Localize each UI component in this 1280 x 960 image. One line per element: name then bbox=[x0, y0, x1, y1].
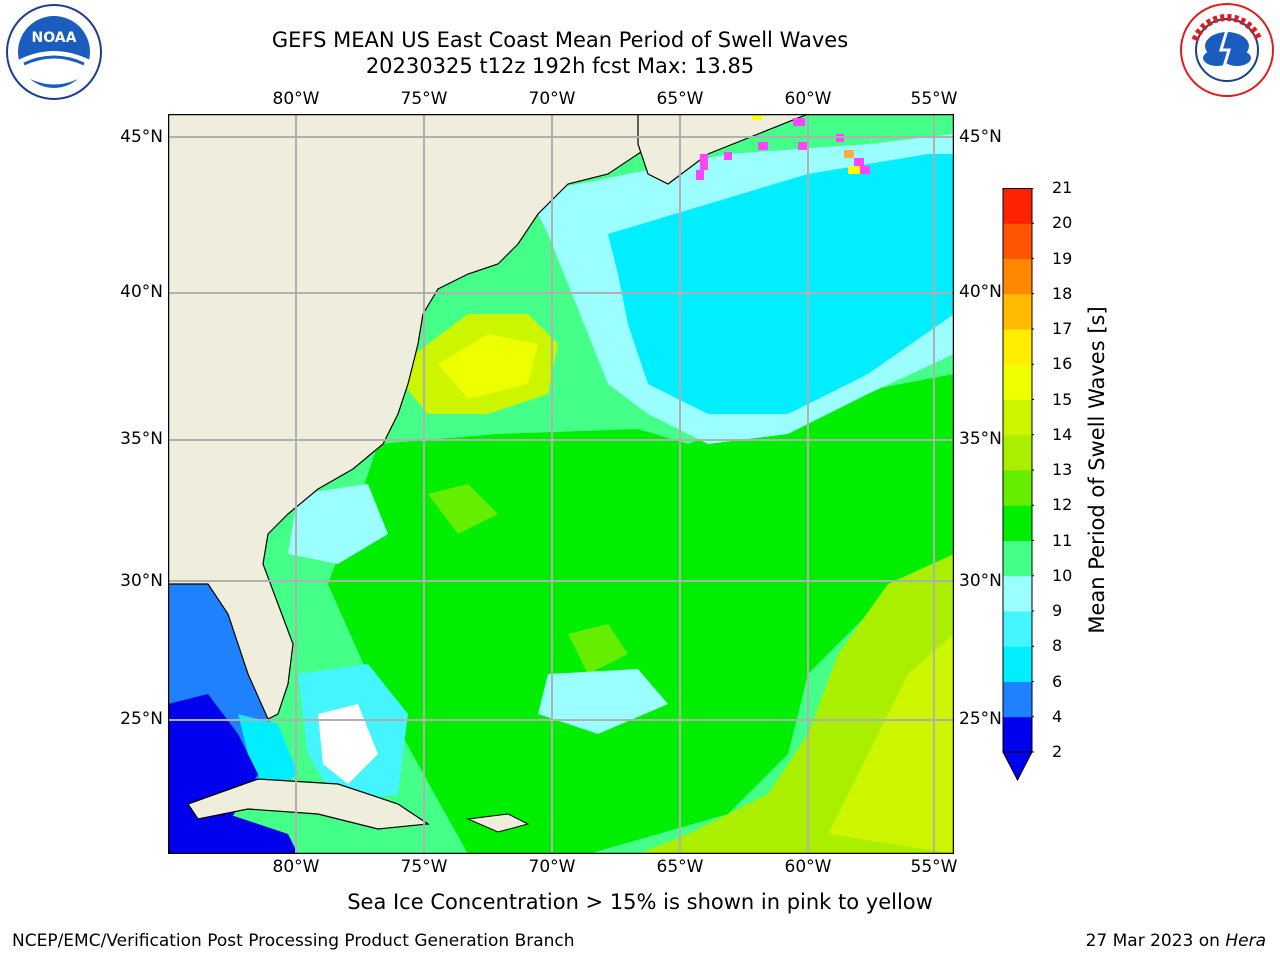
lon-tick-bottom: 75°W bbox=[400, 857, 448, 877]
colorbar-tick-label: 12 bbox=[1052, 495, 1073, 515]
colorbar-band bbox=[1003, 611, 1032, 647]
lon-tick-top: 60°W bbox=[784, 89, 832, 109]
colorbar-tick-label: 10 bbox=[1052, 565, 1073, 585]
lon-tick-bottom: 70°W bbox=[528, 857, 576, 877]
svg-text:NOAA: NOAA bbox=[32, 30, 77, 46]
chart-title: GEFS MEAN US East Coast Mean Period of S… bbox=[271, 28, 849, 52]
lat-tick-right: 30°N bbox=[959, 571, 1002, 591]
colorbar-tick-label: 2 bbox=[1052, 742, 1063, 761]
swell-zone-6s bbox=[608, 154, 954, 414]
colorbar-band bbox=[1003, 258, 1032, 295]
colorbar-band bbox=[1003, 364, 1032, 400]
chart-subtitle: 20230325 t12z 192h fcst Max: 13.85 bbox=[365, 54, 755, 78]
colorbar-band bbox=[1003, 223, 1032, 259]
colorbar-band bbox=[1003, 505, 1032, 541]
lon-tick-bottom: 55°W bbox=[910, 857, 958, 877]
noaa-logo: NOAA bbox=[4, 2, 104, 106]
colorbar-tick-label: 13 bbox=[1052, 460, 1073, 479]
lon-tick-top: 80°W bbox=[272, 89, 320, 109]
colorbar-band bbox=[1003, 540, 1032, 577]
lat-tick-left: 40°N bbox=[120, 282, 163, 302]
sea-ice-caption: Sea Ice Concentration > 15% is shown in … bbox=[347, 890, 933, 914]
colorbar-band bbox=[1003, 470, 1032, 506]
colorbar-tick-label: 21 bbox=[1052, 178, 1073, 197]
colorbar-tick-label: 14 bbox=[1052, 424, 1073, 444]
colorbar bbox=[1002, 187, 1034, 792]
colorbar-band bbox=[1003, 646, 1032, 682]
lat-tick-left: 30°N bbox=[120, 571, 163, 591]
lon-tick-top: 75°W bbox=[400, 89, 448, 109]
colorbar-band bbox=[1003, 329, 1032, 365]
graticule bbox=[168, 114, 954, 854]
colorbar-band bbox=[1003, 399, 1032, 436]
colorbar-tick-label: 20 bbox=[1052, 213, 1073, 233]
lat-tick-right: 25°N bbox=[959, 709, 1002, 729]
nws-logo bbox=[1175, 0, 1279, 104]
colorbar-tick-label: 19 bbox=[1052, 248, 1073, 268]
colorbar-tick-label: 16 bbox=[1052, 354, 1073, 374]
colorbar-band bbox=[1003, 188, 1032, 224]
footer-host: Hera bbox=[1225, 931, 1266, 951]
lon-tick-top: 65°W bbox=[656, 89, 704, 109]
swell-period-map bbox=[168, 114, 954, 854]
colorbar-tick-label: 11 bbox=[1052, 530, 1073, 550]
colorbar-tick-label: 18 bbox=[1052, 283, 1073, 303]
footer-date-text: 27 Mar 2023 on bbox=[1085, 931, 1220, 951]
colorbar-band bbox=[1003, 716, 1032, 753]
lat-tick-right: 40°N bbox=[959, 282, 1002, 302]
colorbar-tick-label: 6 bbox=[1052, 671, 1063, 691]
lon-tick-top: 70°W bbox=[528, 89, 576, 109]
footer-date: 27 Mar 2023 on Hera bbox=[1086, 931, 1266, 951]
lat-tick-left: 45°N bbox=[120, 127, 163, 147]
colorbar-band bbox=[1003, 681, 1032, 718]
colorbar-tick-label: 9 bbox=[1052, 601, 1063, 620]
colorbar-band bbox=[1003, 575, 1032, 612]
colorbar-extend-arrow bbox=[1002, 751, 1033, 782]
lon-tick-bottom: 80°W bbox=[272, 857, 320, 877]
colorbar-band bbox=[1003, 434, 1032, 471]
footer-branch: NCEP/EMC/Verification Post Processing Pr… bbox=[12, 931, 575, 951]
colorbar-title: Mean Period of Swell Waves [s] bbox=[1085, 306, 1109, 634]
lat-tick-right: 45°N bbox=[959, 127, 1002, 147]
colorbar-tick-label: 8 bbox=[1052, 636, 1063, 656]
colorbar-tick-label: 15 bbox=[1052, 389, 1073, 409]
lon-tick-bottom: 60°W bbox=[784, 857, 832, 877]
lat-tick-right: 35°N bbox=[959, 429, 1002, 449]
lon-tick-top: 55°W bbox=[910, 89, 958, 109]
lon-tick-bottom: 65°W bbox=[656, 857, 704, 877]
colorbar-band bbox=[1003, 293, 1032, 330]
land-cuba bbox=[187, 778, 430, 830]
lat-tick-left: 35°N bbox=[120, 429, 163, 449]
lat-tick-left: 25°N bbox=[120, 709, 163, 729]
colorbar-tick-label: 4 bbox=[1052, 706, 1063, 726]
swell-zone-10s bbox=[328, 374, 954, 854]
colorbar-tick-label: 17 bbox=[1052, 319, 1073, 338]
